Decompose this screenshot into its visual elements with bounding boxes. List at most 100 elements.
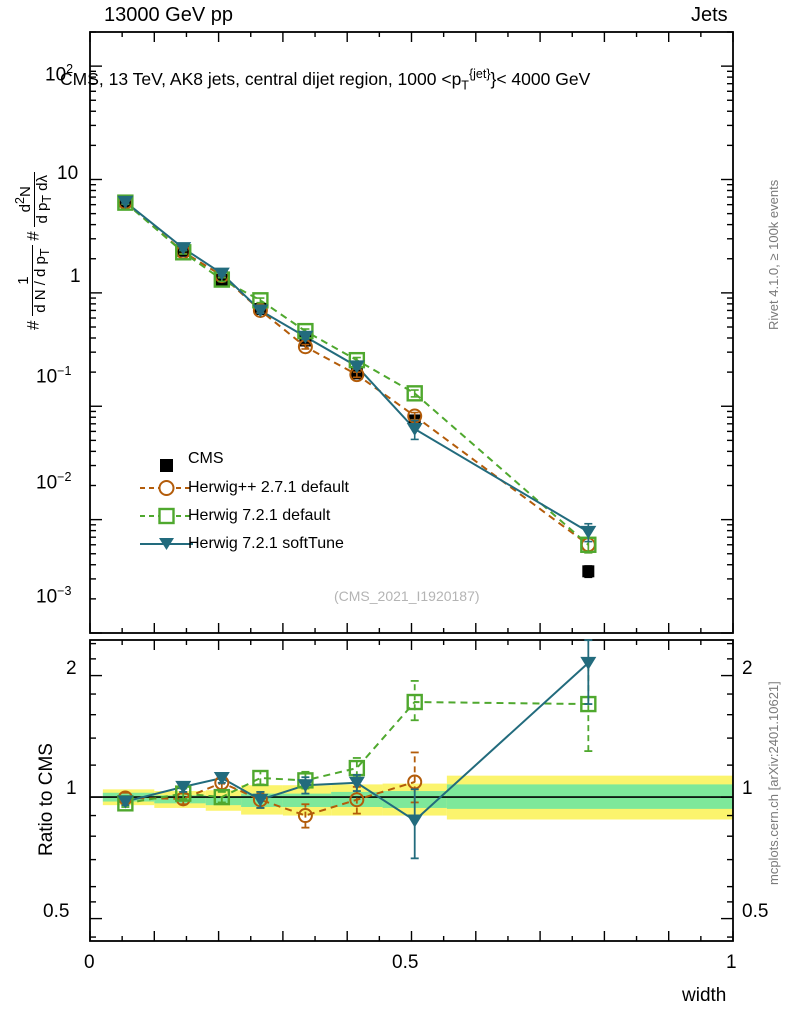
ratio-marker xyxy=(175,791,191,807)
x-tick-1: 1 xyxy=(726,952,737,973)
ratio-marker xyxy=(297,808,313,824)
main-marker xyxy=(177,244,190,257)
y-tick-main-1e0: 1 xyxy=(70,266,81,287)
ratio-band-inner xyxy=(382,791,447,808)
main-marker xyxy=(213,271,231,288)
plot-title-tail: }< 4000 GeV xyxy=(490,68,591,89)
main-marker xyxy=(175,242,192,256)
y-tick-ratio-2-right: 2 xyxy=(742,658,753,679)
main-marker xyxy=(407,408,423,424)
ratio-band-outer xyxy=(382,783,447,816)
plot-title-superscript: {jet} xyxy=(468,67,491,81)
ratio-marker xyxy=(297,772,314,789)
y-tick-ratio-2-left: 2 xyxy=(66,658,77,679)
main-marker xyxy=(252,304,269,318)
main-marker xyxy=(213,267,230,281)
ratio-marker xyxy=(580,656,597,670)
side-note-rivet: Rivet 4.1.0, ≥ 100k events xyxy=(766,179,781,330)
main-marker xyxy=(117,194,134,211)
main-marker xyxy=(580,536,597,553)
y-axis-label-hash2: # xyxy=(23,231,43,241)
main-marker xyxy=(215,273,228,286)
ratio-marker xyxy=(349,792,365,808)
main-marker xyxy=(175,244,192,261)
ratio-band-inner xyxy=(241,793,283,807)
main-marker xyxy=(348,360,365,374)
y-axis-label-main-text: # xyxy=(23,320,43,330)
ratio-band-outer xyxy=(331,784,383,816)
y-tick-main-1e2: 102 xyxy=(45,62,74,86)
plot-title-subscript: T xyxy=(461,78,469,93)
ratio-band-outer xyxy=(282,785,332,816)
main-marker xyxy=(254,303,267,316)
ratio-marker xyxy=(297,779,314,793)
ratio-panel-frame xyxy=(89,639,734,942)
main-marker xyxy=(348,351,366,369)
main-marker xyxy=(299,334,312,347)
y-axis-label-ratio: Ratio to CMS xyxy=(36,743,57,856)
main-marker xyxy=(350,367,363,380)
x-axis-label: width xyxy=(682,985,727,1006)
ratio-marker xyxy=(213,788,231,806)
ratio-marker xyxy=(348,776,365,790)
legend-label-cms: CMS xyxy=(188,450,224,467)
ratio-band-outer xyxy=(446,775,733,820)
y-tick-ratio-1-left: 1 xyxy=(66,778,77,799)
main-marker xyxy=(582,565,595,578)
ratio-marker xyxy=(407,774,423,790)
ratio-band-inner xyxy=(205,796,242,806)
ratio-band-inner xyxy=(446,784,733,809)
y-axis-frac-2: d2N d pT dλ xyxy=(13,172,54,227)
x-tick-0: 0 xyxy=(84,952,95,973)
ratio-band-outer xyxy=(241,785,283,815)
main-marker xyxy=(406,423,423,437)
ratio-series-line xyxy=(125,781,416,817)
ratio-marker xyxy=(348,759,366,777)
legend-label-herwig721: Herwig 7.2.1 default xyxy=(188,507,331,524)
ratio-marker xyxy=(213,772,230,786)
ratio-marker xyxy=(406,693,423,711)
analysis-id-watermark: (CMS_2021_I1920187) xyxy=(334,588,480,604)
ratio-marker xyxy=(252,793,269,807)
main-marker xyxy=(175,244,191,260)
y-tick-ratio-05-left: 0.5 xyxy=(43,901,70,922)
y-tick-ratio-05-right: 0.5 xyxy=(742,901,769,922)
ratio-band-inner xyxy=(102,792,155,802)
ratio-marker xyxy=(214,775,230,791)
ratio-marker xyxy=(175,780,192,794)
main-marker xyxy=(252,302,268,318)
ratio-band-outer xyxy=(154,791,206,808)
y-axis-label-main: # 1 d N / d pT # d2N d pT dλ xyxy=(13,172,54,330)
legend-entry-herwig721 xyxy=(140,507,193,525)
ratio-marker xyxy=(117,790,133,806)
ratio-marker xyxy=(252,769,269,787)
main-marker xyxy=(119,195,132,208)
ratio-band-inner xyxy=(154,795,206,804)
legend-entry-cms xyxy=(160,459,173,472)
legend-entry-softtune xyxy=(140,538,193,550)
side-note-mcplots: mcplots.cern.ch [arXiv:2401.10621] xyxy=(766,681,781,885)
ratio-band-outer xyxy=(102,789,155,806)
main-marker xyxy=(580,537,596,553)
main-marker xyxy=(117,194,133,210)
main-marker xyxy=(297,322,314,340)
ratio-marker xyxy=(117,795,134,812)
main-marker xyxy=(408,414,421,427)
main-marker xyxy=(297,330,314,344)
legend-label-softtune: Herwig 7.2.1 softTune xyxy=(188,535,344,552)
ratio-marker xyxy=(117,795,134,809)
y-tick-main-1e1: 10 xyxy=(57,163,79,184)
y-tick-main-1em2: 10−2 xyxy=(36,470,72,494)
ratio-marker xyxy=(175,785,192,802)
header-left: 13000 GeV pp xyxy=(104,4,233,26)
header-right: Jets xyxy=(691,4,728,26)
ratio-marker xyxy=(406,814,423,828)
y-axis-frac-1: 1 d N / d pT xyxy=(15,245,52,316)
main-marker xyxy=(117,195,134,209)
y-tick-main-1em3: 10−3 xyxy=(36,584,72,608)
main-marker xyxy=(297,339,313,355)
x-tick-05: 0.5 xyxy=(392,952,419,973)
legend-label-herwigpp: Herwig++ 2.7.1 default xyxy=(188,479,349,496)
plot-title: CMS, 13 TeV, AK8 jets, central dijet reg… xyxy=(60,67,590,92)
main-marker xyxy=(406,385,423,402)
